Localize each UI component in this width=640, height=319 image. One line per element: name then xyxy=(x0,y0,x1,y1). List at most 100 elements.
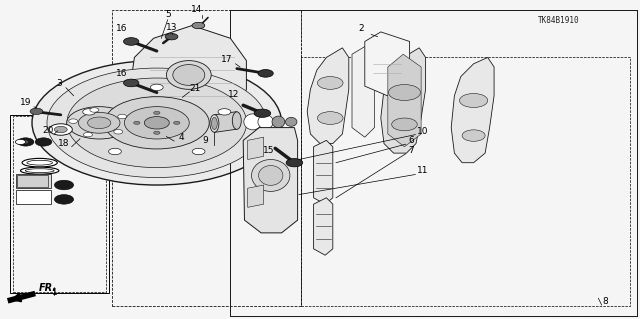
Circle shape xyxy=(49,124,72,135)
Circle shape xyxy=(20,140,29,144)
Text: 11: 11 xyxy=(417,167,428,175)
Circle shape xyxy=(124,107,189,139)
Circle shape xyxy=(124,79,139,87)
Circle shape xyxy=(165,33,178,40)
Polygon shape xyxy=(17,175,48,187)
Circle shape xyxy=(317,112,343,124)
Circle shape xyxy=(317,77,343,89)
Circle shape xyxy=(173,121,180,124)
Text: 5: 5 xyxy=(165,10,170,19)
Ellipse shape xyxy=(285,117,297,126)
Bar xyxy=(301,57,630,306)
Text: 8: 8 xyxy=(602,297,607,306)
Ellipse shape xyxy=(173,64,205,85)
Text: 4: 4 xyxy=(179,133,184,142)
Circle shape xyxy=(32,61,282,185)
Text: 6: 6 xyxy=(409,136,414,145)
Circle shape xyxy=(150,84,163,91)
Ellipse shape xyxy=(26,169,54,173)
Bar xyxy=(112,10,301,306)
Circle shape xyxy=(154,131,160,134)
Circle shape xyxy=(109,148,122,155)
Circle shape xyxy=(192,22,205,29)
Circle shape xyxy=(90,108,99,112)
Text: 15: 15 xyxy=(263,146,275,155)
Text: 18: 18 xyxy=(58,139,70,148)
Circle shape xyxy=(54,195,74,204)
Circle shape xyxy=(392,118,417,131)
Circle shape xyxy=(30,108,43,115)
Polygon shape xyxy=(248,137,264,160)
Polygon shape xyxy=(314,198,333,255)
Polygon shape xyxy=(381,48,426,153)
Ellipse shape xyxy=(259,166,283,185)
Bar xyxy=(13,116,106,292)
Ellipse shape xyxy=(20,167,59,174)
Circle shape xyxy=(460,93,488,108)
Text: 10: 10 xyxy=(417,127,428,136)
Ellipse shape xyxy=(166,61,211,89)
Text: 9: 9 xyxy=(202,136,207,145)
Text: 1: 1 xyxy=(52,288,57,297)
Circle shape xyxy=(83,132,92,137)
Polygon shape xyxy=(451,57,494,163)
Circle shape xyxy=(124,38,139,45)
Circle shape xyxy=(54,126,67,133)
Ellipse shape xyxy=(244,114,262,130)
Bar xyxy=(230,10,637,316)
Text: 16: 16 xyxy=(116,25,127,33)
Circle shape xyxy=(79,113,120,133)
Circle shape xyxy=(54,180,74,190)
Circle shape xyxy=(462,130,485,141)
Polygon shape xyxy=(243,128,298,233)
Text: 20: 20 xyxy=(42,126,54,135)
Circle shape xyxy=(83,109,95,115)
Circle shape xyxy=(286,159,303,167)
Text: 16: 16 xyxy=(116,69,127,78)
Circle shape xyxy=(88,117,111,129)
Polygon shape xyxy=(131,26,246,128)
Text: 3: 3 xyxy=(56,79,61,88)
Ellipse shape xyxy=(232,112,241,130)
Circle shape xyxy=(104,97,209,149)
Polygon shape xyxy=(314,140,333,204)
Circle shape xyxy=(134,121,140,124)
Text: FR.: FR. xyxy=(38,283,56,293)
Circle shape xyxy=(154,111,160,115)
Text: 14: 14 xyxy=(191,5,203,14)
Circle shape xyxy=(218,109,231,115)
Circle shape xyxy=(58,102,141,144)
Circle shape xyxy=(35,138,52,146)
Polygon shape xyxy=(388,54,421,147)
Ellipse shape xyxy=(22,159,58,167)
Circle shape xyxy=(47,68,267,178)
Circle shape xyxy=(67,78,246,167)
Text: 19: 19 xyxy=(20,98,31,107)
Text: 7: 7 xyxy=(409,146,414,155)
Polygon shape xyxy=(16,190,51,204)
Circle shape xyxy=(118,114,127,119)
Ellipse shape xyxy=(258,115,273,129)
Polygon shape xyxy=(352,45,374,137)
Circle shape xyxy=(192,148,205,155)
Circle shape xyxy=(388,85,420,100)
Ellipse shape xyxy=(210,115,219,132)
Polygon shape xyxy=(365,32,410,96)
Bar xyxy=(10,115,109,293)
Circle shape xyxy=(68,119,77,123)
Polygon shape xyxy=(214,112,237,132)
Circle shape xyxy=(258,70,273,77)
Polygon shape xyxy=(307,48,349,144)
Circle shape xyxy=(67,107,132,139)
Ellipse shape xyxy=(252,160,290,191)
Circle shape xyxy=(254,109,271,117)
Ellipse shape xyxy=(272,116,285,128)
Circle shape xyxy=(114,130,123,134)
Text: 2: 2 xyxy=(359,25,364,33)
Text: 17: 17 xyxy=(221,55,233,64)
Circle shape xyxy=(15,139,26,145)
Text: 21: 21 xyxy=(189,84,201,93)
Ellipse shape xyxy=(211,117,218,130)
Text: 13: 13 xyxy=(166,23,177,32)
Circle shape xyxy=(145,116,169,129)
